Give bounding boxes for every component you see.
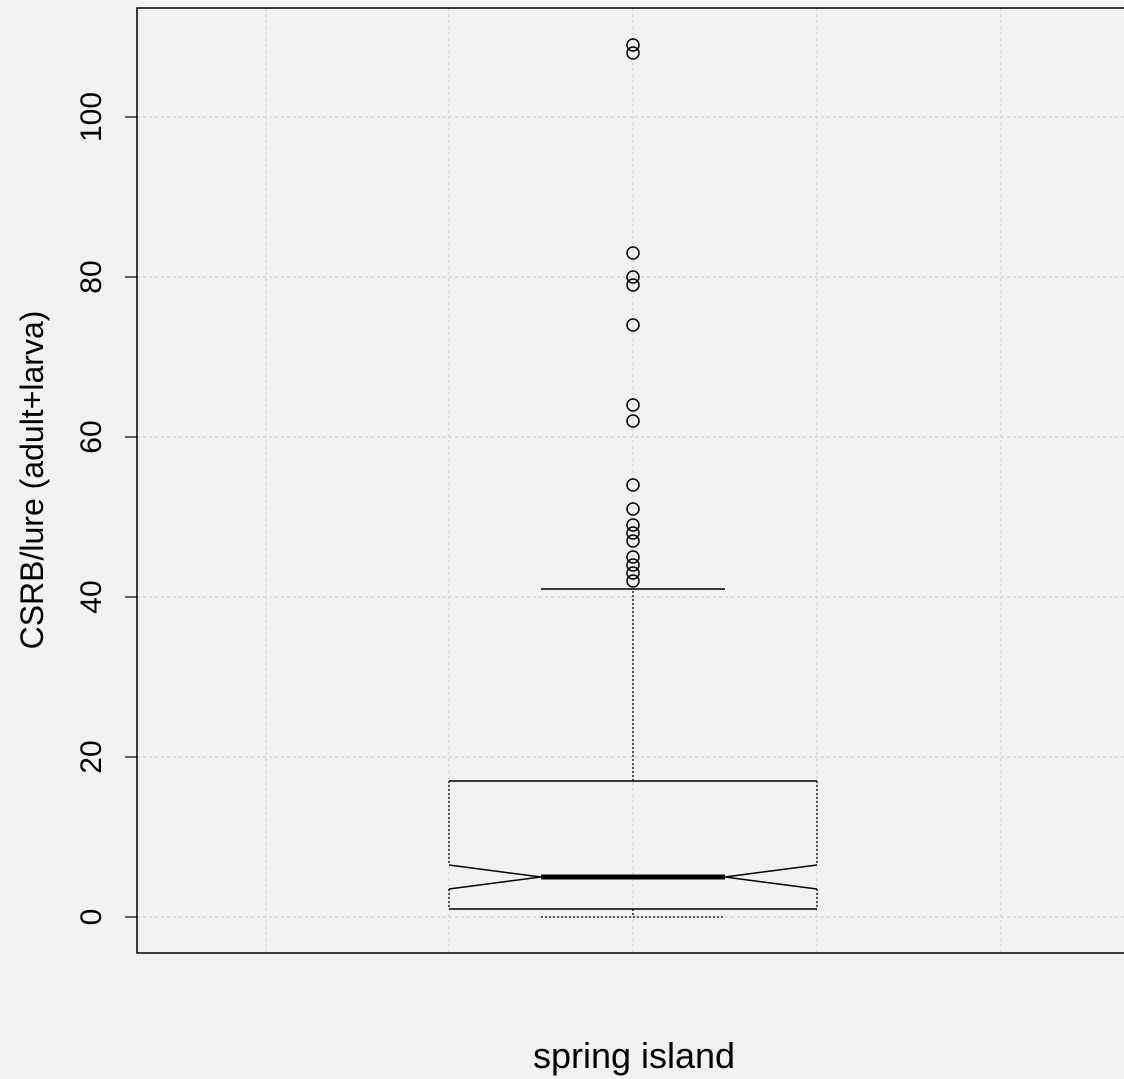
outlier-point (626, 534, 640, 548)
outlier-point (626, 478, 640, 492)
y-axis-label: CSRB/lure (adult+larva) (14, 311, 50, 650)
outlier-point (626, 518, 640, 532)
outlier-point (626, 46, 640, 60)
outlier-point (626, 38, 640, 52)
outlier-point (626, 566, 640, 580)
x-axis-label: spring island (533, 1035, 735, 1076)
y-tick-label: 100 (75, 92, 108, 142)
outlier-point (626, 550, 640, 564)
outlier-point (626, 318, 640, 332)
y-tick-label: 20 (75, 740, 108, 773)
y-axis: 0 20 40 60 80 100 (75, 92, 137, 925)
outlier-point (626, 558, 640, 572)
outlier-points (626, 38, 640, 588)
outlier-point (626, 526, 640, 540)
outlier-point (626, 278, 640, 292)
box (448, 588, 818, 918)
outlier-point (626, 270, 640, 284)
outlier-point (626, 398, 640, 412)
notch-left (448, 864, 542, 890)
outlier-point (626, 246, 640, 260)
outlier-point (626, 414, 640, 428)
outlier-point (626, 502, 640, 516)
y-tick-label: 60 (75, 420, 108, 453)
outlier-point (626, 574, 640, 588)
plot-frame (136, 7, 1124, 954)
y-tick-label: 40 (75, 580, 108, 613)
y-tick-label: 0 (75, 909, 108, 926)
grid-lines (137, 8, 1124, 953)
notch-right (724, 864, 818, 890)
y-tick-label: 80 (75, 260, 108, 293)
